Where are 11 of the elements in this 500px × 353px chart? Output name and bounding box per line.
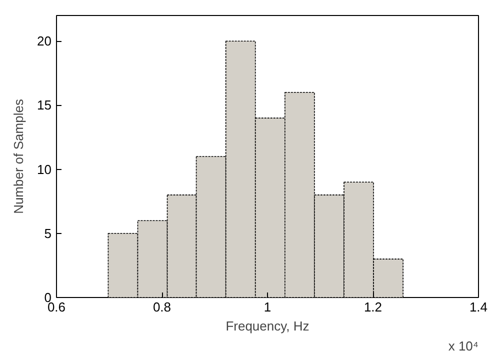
y-axis-title: Number of Samples xyxy=(11,98,26,214)
x-tick-label: 1.4 xyxy=(469,300,488,314)
x-tick-label: 0.8 xyxy=(152,300,172,314)
text: x 10⁴ xyxy=(448,338,479,353)
x-axis-title: Frequency, Hz xyxy=(226,318,310,334)
x-tick-label: 1.2 xyxy=(364,300,382,314)
y-tick-label: 15 xyxy=(37,98,52,113)
y-tick-label: 10 xyxy=(37,162,52,177)
x-tick-label: 1 xyxy=(264,300,272,314)
y-tick-label: 20 xyxy=(37,34,52,49)
y-tick-label: 5 xyxy=(44,226,52,241)
